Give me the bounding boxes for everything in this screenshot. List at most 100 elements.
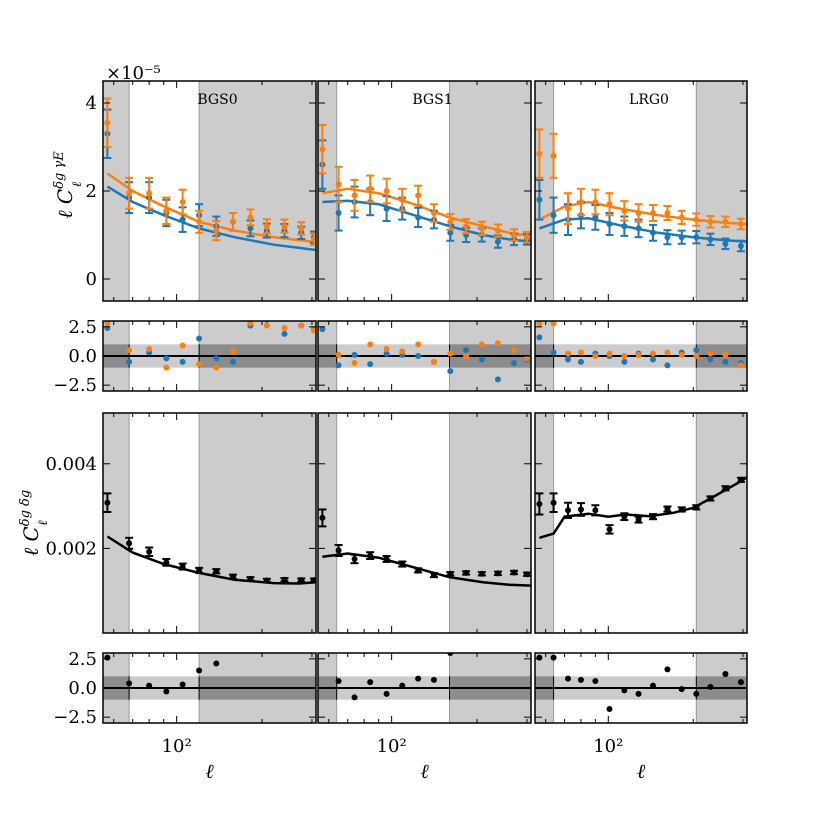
y-tick-label: 0.004 (45, 454, 97, 475)
resid-black-point (693, 690, 700, 697)
resid-orange-point (550, 321, 557, 327)
resid-black-point (367, 679, 374, 686)
data-black-point (351, 555, 358, 562)
data-black-point (298, 577, 305, 584)
resid-orange-point (229, 348, 236, 355)
y-tick-label: 4 (86, 93, 97, 114)
data-blue-point (550, 212, 557, 219)
scale-offset: ×10⁻⁵ (106, 63, 161, 84)
data-orange-point (621, 207, 628, 214)
data-orange-point (550, 152, 557, 159)
resid-blue-point (565, 356, 572, 363)
resid-orange-point (592, 353, 599, 359)
data-orange-point (163, 207, 170, 214)
panel-bgs1-gg (317, 412, 532, 634)
data-black-point (523, 571, 530, 578)
y-tick-label: 2.5 (68, 317, 97, 338)
resid-black-point (383, 690, 390, 697)
resid-blue-point (621, 358, 628, 365)
resid-black-point (592, 678, 599, 684)
panel-lrg0-ge: LRG0 (534, 80, 748, 302)
data-orange-point (247, 214, 254, 221)
data-blue-point (247, 225, 254, 232)
y-tick-label: 0.0 (68, 346, 97, 367)
mask-right (695, 413, 747, 633)
plot-area (318, 81, 531, 301)
data-orange-point (649, 210, 656, 216)
data-black-point (536, 500, 543, 507)
data-black-point (213, 568, 220, 575)
plot-area (535, 413, 747, 633)
data-orange-point (478, 225, 485, 232)
resid-orange-point (536, 321, 543, 327)
data-black-point (664, 506, 671, 513)
mask-right (449, 413, 531, 633)
resid-orange-point (678, 351, 685, 358)
x-tick-label: 10² (162, 736, 192, 757)
data-blue-point (447, 229, 454, 236)
resid-orange-point (447, 350, 454, 357)
data-orange-point (494, 227, 501, 234)
y-tick-label: 0.0 (68, 678, 97, 699)
resid-orange-point (463, 353, 470, 359)
data-black-point (577, 506, 584, 513)
model-line-black (106, 535, 316, 585)
data-black-point (478, 570, 485, 577)
panel-bgs1-ge: BGS1 (317, 80, 532, 302)
resid-orange-point (335, 351, 342, 358)
plot-area (318, 653, 531, 723)
resid-black-point (196, 667, 203, 674)
resid-orange-point (621, 353, 628, 359)
resid-blue-point (707, 356, 714, 363)
x-axis-label: ℓ (205, 759, 214, 783)
data-orange-point (126, 190, 133, 197)
data-blue-point (383, 205, 390, 212)
resid-orange-point (565, 350, 572, 357)
x-axis-label: ℓ (637, 759, 646, 783)
resid-black-point (213, 660, 220, 667)
panel-title: LRG0 (629, 92, 669, 108)
data-orange-point (577, 199, 584, 205)
resid-blue-point (536, 334, 543, 341)
resid-blue-point (693, 347, 700, 354)
data-blue-point (664, 234, 671, 241)
resid-blue-point (447, 368, 454, 375)
data-black-point (722, 485, 729, 492)
resid-black-point (399, 682, 406, 689)
resid-blue-point (213, 355, 220, 362)
resid-blue-point (415, 353, 422, 359)
resid-black-point (635, 690, 642, 697)
data-black-point (550, 499, 557, 506)
resid-orange-point (310, 327, 316, 334)
resid-orange-point (351, 360, 358, 366)
resid-black-point (664, 666, 671, 673)
y-tick-label: 2 (86, 181, 97, 202)
y-tick-label: 2.5 (68, 649, 97, 670)
resid-orange-point (606, 350, 613, 357)
resid-orange-point (298, 322, 305, 329)
data-orange-point (536, 150, 543, 157)
resid-blue-point (229, 358, 236, 365)
resid-black-point (550, 654, 557, 661)
mask-left (535, 413, 555, 633)
resid-blue-point (335, 362, 342, 369)
data-black-point (592, 507, 599, 514)
resid-blue-point (264, 321, 270, 323)
data-orange-point (737, 221, 744, 227)
resid-blue-point (319, 326, 326, 333)
resid-black-point (707, 683, 714, 690)
resid-black-point (722, 671, 729, 677)
data-orange-point (707, 218, 714, 225)
data-orange-point (179, 199, 186, 205)
y-tick-label: 0.002 (45, 538, 97, 559)
resid-orange-point (213, 364, 220, 371)
resid-blue-point (351, 351, 358, 358)
resid-orange-point (104, 321, 111, 327)
data-blue-point (722, 240, 729, 247)
data-orange-point (310, 236, 316, 243)
panel-title: BGS1 (412, 92, 452, 108)
data-blue-point (649, 229, 656, 236)
data-blue-point (621, 223, 628, 230)
data-black-point (335, 547, 342, 554)
data-orange-point (367, 185, 374, 192)
